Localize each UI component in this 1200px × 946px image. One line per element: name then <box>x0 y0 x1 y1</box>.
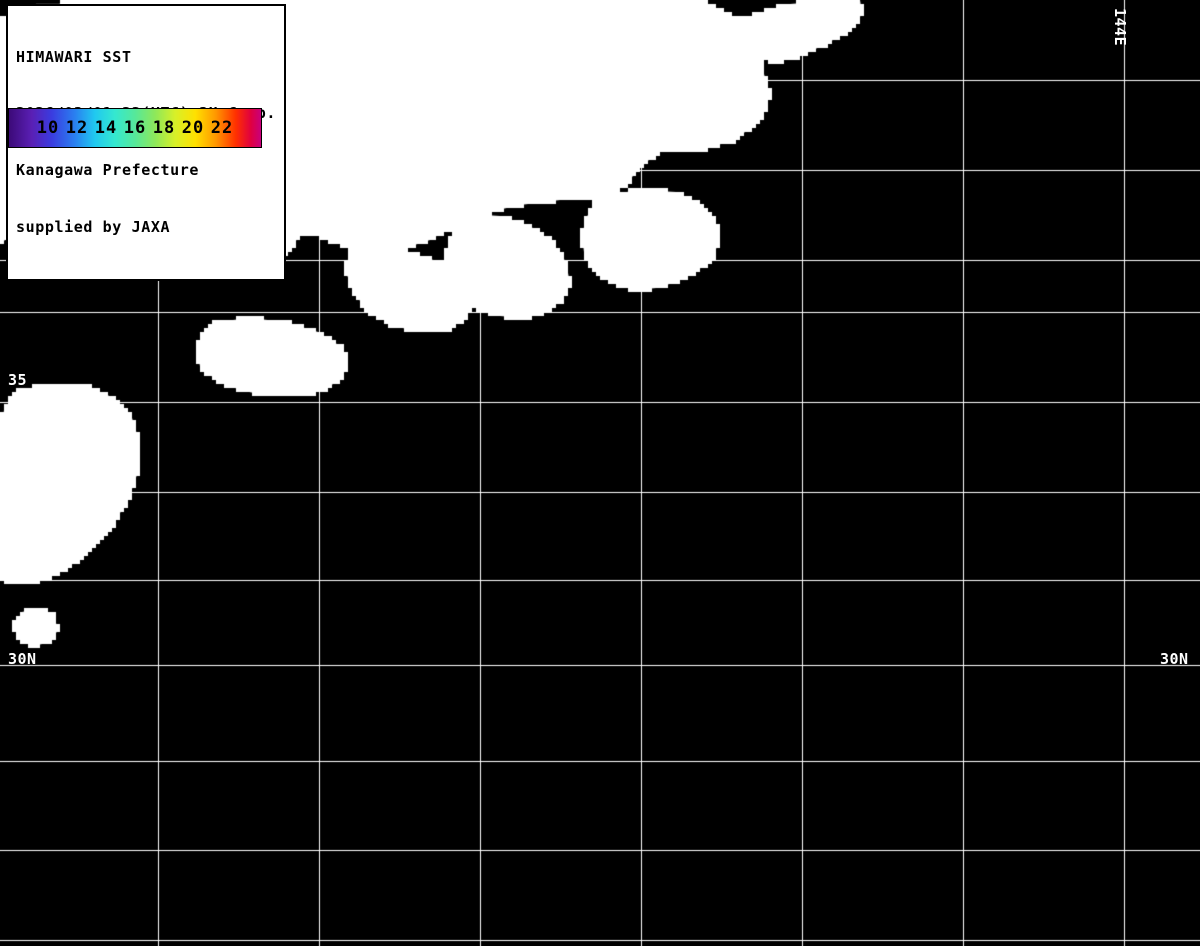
contour-label-17-b: 17 <box>1086 91 1103 108</box>
lat-label-35n: 35 <box>8 371 28 389</box>
colorbar-tick: 10 <box>36 118 60 138</box>
title-line-product: HIMAWARI SST <box>16 47 132 66</box>
lat-label-30n-right: 30N <box>1160 650 1189 668</box>
colorbar-tick: 22 <box>210 118 234 138</box>
lat-label-30n-left: 30N <box>8 650 37 668</box>
colorbar-tick: 12 <box>65 118 89 138</box>
sst-colorbar: 10 12 14 16 18 20 22 <box>8 108 262 148</box>
lon-label-136e: 136E <box>477 4 495 43</box>
contour-label-12: 12 <box>1079 54 1093 67</box>
colorbar-tick: 16 <box>123 118 147 138</box>
lon-label-144e: 144E <box>1111 8 1129 47</box>
title-line-provider: Kanagawa Prefecture <box>16 161 199 180</box>
colorbar-gradient <box>9 109 261 147</box>
colorbar-tick: 20 <box>181 118 205 138</box>
title-line-supplier: supplied by JAXA <box>16 217 171 236</box>
colorbar-tick: 14 <box>94 118 118 138</box>
colorbar-tick-labels: 10 12 14 16 18 20 22 <box>9 109 261 147</box>
colorbar-tick: 18 <box>152 118 176 138</box>
